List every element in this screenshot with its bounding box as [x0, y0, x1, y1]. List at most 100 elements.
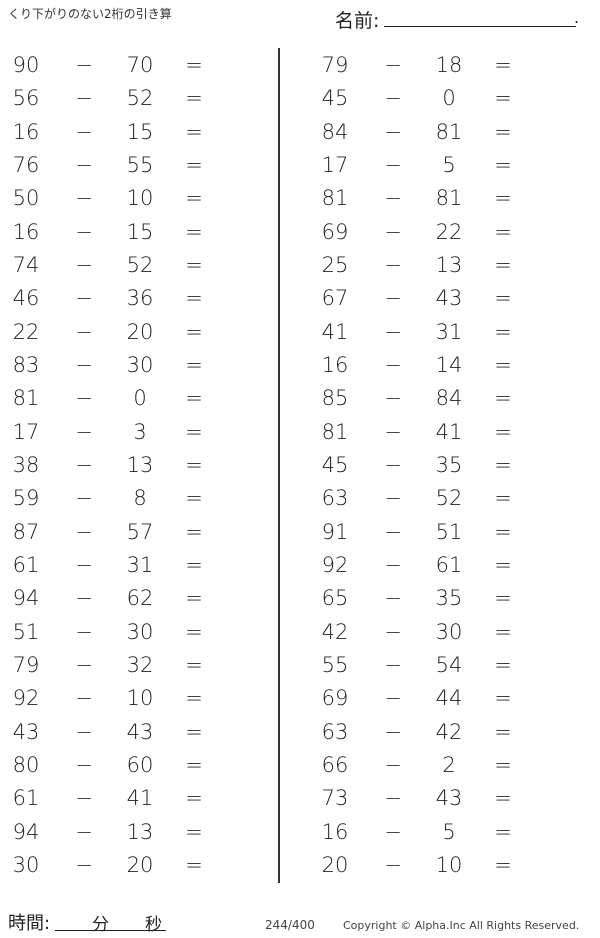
minus-sign: −: [384, 486, 402, 511]
minus-sign: −: [75, 752, 93, 777]
equals-sign: =: [494, 519, 512, 544]
minus-sign: −: [75, 819, 93, 844]
minus-sign: −: [75, 486, 93, 511]
minuend: 45: [321, 452, 349, 477]
subtrahend: 36: [126, 286, 154, 311]
minus-sign: −: [75, 352, 93, 377]
minus-sign: −: [384, 619, 402, 644]
equals-sign: =: [494, 786, 512, 811]
minus-sign: −: [75, 519, 93, 544]
minus-sign: −: [75, 252, 93, 277]
minus-sign: −: [384, 652, 402, 677]
minus-sign: −: [384, 786, 402, 811]
minuend: 66: [321, 752, 349, 777]
subtrahend: 81: [435, 119, 463, 144]
equals-sign: =: [494, 286, 512, 311]
subtrahend: 5: [442, 819, 456, 844]
equals-sign: =: [494, 686, 512, 711]
minus-sign: −: [75, 219, 93, 244]
subtrahend: 51: [435, 519, 463, 544]
equals-sign: =: [185, 352, 203, 377]
minuend: 17: [12, 419, 40, 444]
subtrahend: 30: [435, 619, 463, 644]
equals-sign: =: [185, 519, 203, 544]
subtrahend: 2: [442, 752, 456, 777]
minuend: 81: [321, 186, 349, 211]
equals-sign: =: [494, 486, 512, 511]
minuend: 79: [321, 53, 349, 77]
subtrahend: 13: [126, 452, 154, 477]
subtrahend: 55: [126, 152, 154, 177]
time-label: 時間:: [8, 913, 51, 934]
equals-sign: =: [185, 619, 203, 644]
minus-sign: −: [75, 419, 93, 444]
time-field-line: [55, 930, 166, 931]
equals-sign: =: [494, 53, 512, 77]
minuend: 79: [12, 652, 40, 677]
minuend: 90: [12, 53, 40, 77]
subtrahend: 60: [126, 752, 154, 777]
minus-sign: −: [75, 652, 93, 677]
equals-sign: =: [185, 252, 203, 277]
subtrahend: 10: [435, 852, 463, 877]
subtrahend: 14: [435, 352, 463, 377]
subtrahend: 15: [126, 119, 154, 144]
equals-sign: =: [494, 219, 512, 244]
equals-sign: =: [185, 219, 203, 244]
minuend: 16: [12, 219, 40, 244]
minus-sign: −: [75, 386, 93, 411]
minuend: 85: [321, 386, 349, 411]
equals-sign: =: [494, 419, 512, 444]
subtrahend: 10: [126, 686, 154, 711]
minuend: 84: [321, 119, 349, 144]
subtrahend: 0: [133, 386, 147, 411]
page-number: 244/400: [265, 918, 315, 932]
minuend: 73: [321, 786, 349, 811]
subtrahend: 22: [435, 219, 463, 244]
worksheet-title: くり下がりのない2桁の引き算: [8, 7, 172, 21]
minuend: 74: [12, 252, 40, 277]
subtrahend: 35: [435, 586, 463, 611]
equals-sign: =: [494, 852, 512, 877]
minuend: 43: [12, 719, 40, 744]
minuend: 16: [321, 352, 349, 377]
subtrahend: 61: [435, 552, 463, 577]
minuend: 87: [12, 519, 40, 544]
copyright: Copyright © Alpha.Inc All Rights Reserve…: [343, 919, 580, 932]
equals-sign: =: [185, 652, 203, 677]
minus-sign: −: [75, 53, 93, 77]
subtrahend: 32: [126, 652, 154, 677]
equals-sign: =: [185, 53, 203, 77]
minus-sign: −: [384, 819, 402, 844]
subtrahend: 43: [435, 286, 463, 311]
minuend: 83: [12, 352, 40, 377]
minuend: 20: [321, 852, 349, 877]
subtrahend: 10: [126, 186, 154, 211]
equals-sign: =: [185, 486, 203, 511]
minuend: 51: [12, 619, 40, 644]
subtrahend: 42: [435, 719, 463, 744]
minus-sign: −: [75, 186, 93, 211]
minus-sign: −: [75, 786, 93, 811]
minuend: 94: [12, 819, 40, 844]
subtrahend: 15: [126, 219, 154, 244]
equals-sign: =: [494, 719, 512, 744]
name-field-line: [384, 26, 576, 27]
column-divider: [278, 48, 280, 883]
equals-sign: =: [494, 86, 512, 111]
equals-sign: =: [185, 186, 203, 211]
minus-sign: −: [384, 286, 402, 311]
minus-sign: −: [75, 452, 93, 477]
subtrahend: 57: [126, 519, 154, 544]
minus-sign: −: [384, 452, 402, 477]
minus-sign: −: [75, 852, 93, 877]
minus-sign: −: [384, 552, 402, 577]
equals-sign: =: [494, 586, 512, 611]
minuend: 69: [321, 686, 349, 711]
minuend: 56: [12, 86, 40, 111]
equals-sign: =: [494, 386, 512, 411]
minus-sign: −: [75, 719, 93, 744]
subtrahend: 43: [435, 786, 463, 811]
minuend: 67: [321, 286, 349, 311]
